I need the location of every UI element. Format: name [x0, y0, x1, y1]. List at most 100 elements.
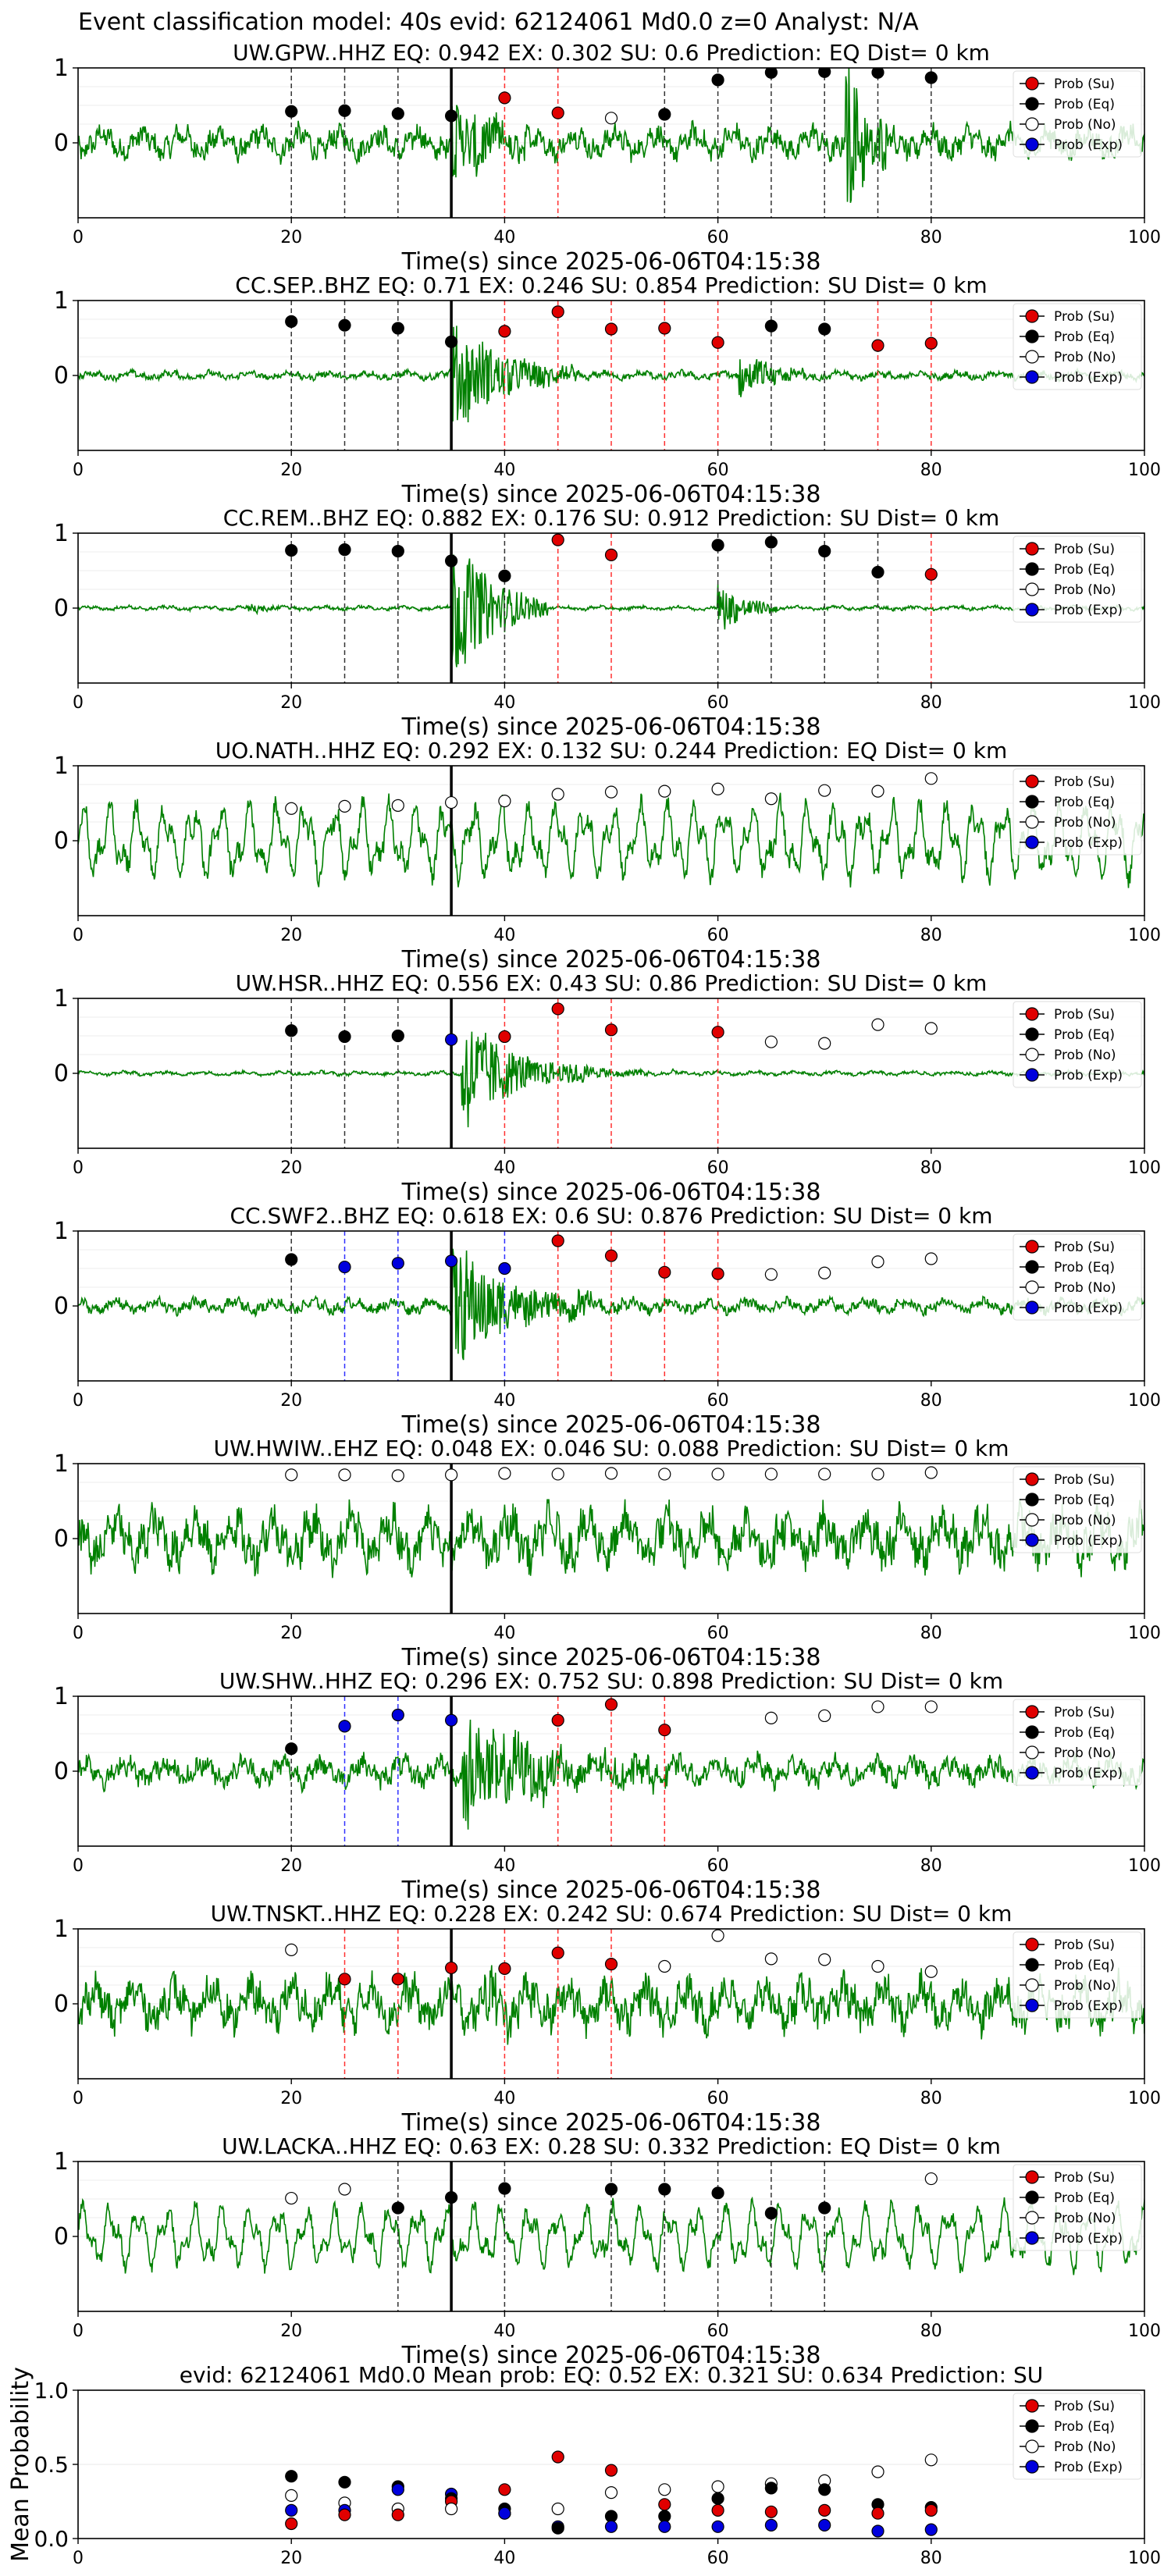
prob-point-no	[604, 112, 618, 125]
legend: Prob (Su) Prob (Eq) Prob (No) Prob (Exp)	[1013, 1931, 1142, 2019]
prob-point-exp	[444, 1713, 458, 1727]
prob-point-eq	[498, 569, 511, 582]
prob-point-su	[498, 325, 511, 338]
x-tick-label: 20	[280, 1158, 302, 1178]
x-axis-label: Time(s) since 2025-06-06T04:15:38	[401, 2342, 821, 2369]
panel-7: UW.HWIW..EHZ EQ: 0.048 EX: 0.046 SU: 0.0…	[54, 1436, 1161, 1671]
legend-marker-exp	[1025, 370, 1039, 384]
prob-point-exp	[924, 2523, 938, 2536]
prob-point-no	[551, 788, 564, 801]
prob-point-su	[498, 1962, 511, 1975]
prob-point-no	[285, 1468, 298, 1482]
panel-title: UW.GPW..HHZ EQ: 0.942 EX: 0.302 SU: 0.6 …	[233, 40, 990, 66]
x-tick-label: 100	[1128, 1856, 1161, 1876]
x-tick-label: 40	[493, 926, 515, 945]
legend-label: Prob (No)	[1054, 350, 1116, 365]
x-tick-label: 20	[280, 1856, 302, 1876]
panel-title: UW.TNSKT..HHZ EQ: 0.228 EX: 0.242 SU: 0.…	[211, 1901, 1013, 1927]
prob-point-no	[818, 1037, 831, 1050]
prob-point-no	[871, 1018, 884, 1031]
prob-point-su	[711, 2503, 724, 2517]
legend-marker-su	[1025, 1937, 1039, 1952]
waveform-line	[78, 792, 1144, 888]
prob-point-no	[924, 1965, 938, 1978]
prob-point-su	[285, 2517, 298, 2531]
x-tick-label: 60	[707, 1391, 729, 1411]
legend-label: Prob (Exp)	[1054, 2231, 1123, 2247]
panel-1: UW.GPW..HHZ EQ: 0.942 EX: 0.302 SU: 0.6 …	[54, 40, 1161, 276]
prob-point-su	[498, 2483, 511, 2496]
panel-title: UW.SHW..HHZ EQ: 0.296 EX: 0.752 SU: 0.89…	[219, 1668, 1003, 1694]
prob-point-exp	[764, 2518, 778, 2532]
prob-point-su	[764, 2505, 778, 2518]
legend: Prob (Su) Prob (Eq) Prob (No) Prob (Exp)	[1013, 1699, 1142, 1786]
y-tick-label: 0.5	[34, 2452, 69, 2478]
legend-marker-no	[1025, 815, 1039, 829]
plot-area	[78, 1929, 1144, 2079]
y-tick-label: 0	[54, 1060, 69, 1087]
prob-point-eq	[285, 2470, 298, 2483]
y-tick-label: 0	[54, 1758, 69, 1785]
plot-area	[78, 533, 1144, 683]
prob-point-no	[391, 1469, 404, 1482]
legend-marker-no	[1025, 117, 1039, 131]
legend: Prob (Su) Prob (Eq) Prob (No) Prob (Exp)	[1013, 1466, 1142, 1553]
y-tick-label: 1	[54, 55, 69, 82]
prob-point-exp	[604, 2520, 618, 2533]
prob-point-eq	[658, 2183, 671, 2196]
prob-point-no	[924, 1700, 938, 1713]
x-axis-label: Time(s) since 2025-06-06T04:15:38	[401, 1877, 821, 1904]
prob-point-su	[338, 1973, 351, 1986]
prob-point-no	[444, 795, 458, 809]
y-tick-label: 0	[54, 362, 69, 390]
prob-point-su	[498, 91, 511, 105]
legend-label: Prob (Eq)	[1054, 2190, 1115, 2206]
prob-point-no	[924, 1022, 938, 1035]
y-tick-label: 1	[54, 753, 69, 780]
panel-10: UW.LACKA..HHZ EQ: 0.63 EX: 0.28 SU: 0.33…	[54, 2133, 1161, 2369]
legend-label: Prob (Exp)	[1054, 1766, 1123, 1781]
prob-point-su	[498, 1030, 511, 1044]
legend-marker-eq	[1025, 1027, 1039, 1041]
prob-point-eq	[444, 109, 458, 123]
legend-marker-exp	[1025, 1300, 1039, 1315]
x-axis-label: Time(s) since 2025-06-06T04:15:38	[401, 248, 821, 276]
legend-marker-eq	[1025, 795, 1039, 809]
x-tick-label: 40	[493, 1391, 515, 1411]
prob-point-su	[551, 106, 564, 119]
x-tick-label: 100	[1128, 693, 1161, 713]
prob-point-no	[604, 1467, 618, 1480]
prob-point-no	[871, 1255, 884, 1268]
panel-title: evid: 62124061 Md0.0 Mean prob: EQ: 0.52…	[180, 2362, 1044, 2388]
legend-marker-no	[1025, 1978, 1039, 1992]
prob-point-exp	[444, 1254, 458, 1268]
legend-marker-no	[1025, 1280, 1039, 1294]
y-tick-label: 1	[54, 2148, 69, 2176]
x-tick-label: 100	[1128, 926, 1161, 945]
legend-marker-su	[1025, 1007, 1039, 1021]
legend-box	[1013, 1699, 1142, 1786]
prob-point-no	[924, 2172, 938, 2186]
prob-point-eq	[444, 2190, 458, 2204]
legend-box	[1013, 1233, 1142, 1321]
legend-box	[1013, 70, 1142, 158]
legend-label: Prob (No)	[1054, 815, 1116, 831]
prob-point-exp	[711, 2520, 724, 2533]
legend-marker-exp	[1025, 1998, 1039, 2012]
prob-point-su	[338, 2508, 351, 2521]
prob-point-su	[551, 305, 564, 318]
x-tick-label: 80	[920, 1624, 942, 1643]
prob-point-no	[711, 1468, 724, 1481]
x-tick-label: 20	[280, 1624, 302, 1643]
panel-title: CC.SWF2..BHZ EQ: 0.618 EX: 0.6 SU: 0.876…	[230, 1203, 992, 1229]
x-tick-label: 80	[920, 2322, 942, 2341]
x-tick-label: 80	[920, 228, 942, 247]
x-tick-label: 100	[1128, 1158, 1161, 1178]
x-tick-label: 40	[493, 1856, 515, 1876]
prob-point-su	[871, 339, 884, 352]
prob-point-no	[924, 1252, 938, 1265]
y-tick-label: 0	[54, 1525, 69, 1553]
prob-point-eq	[711, 2186, 724, 2200]
legend-label: Prob (No)	[1054, 117, 1116, 133]
prob-point-no	[498, 795, 511, 808]
